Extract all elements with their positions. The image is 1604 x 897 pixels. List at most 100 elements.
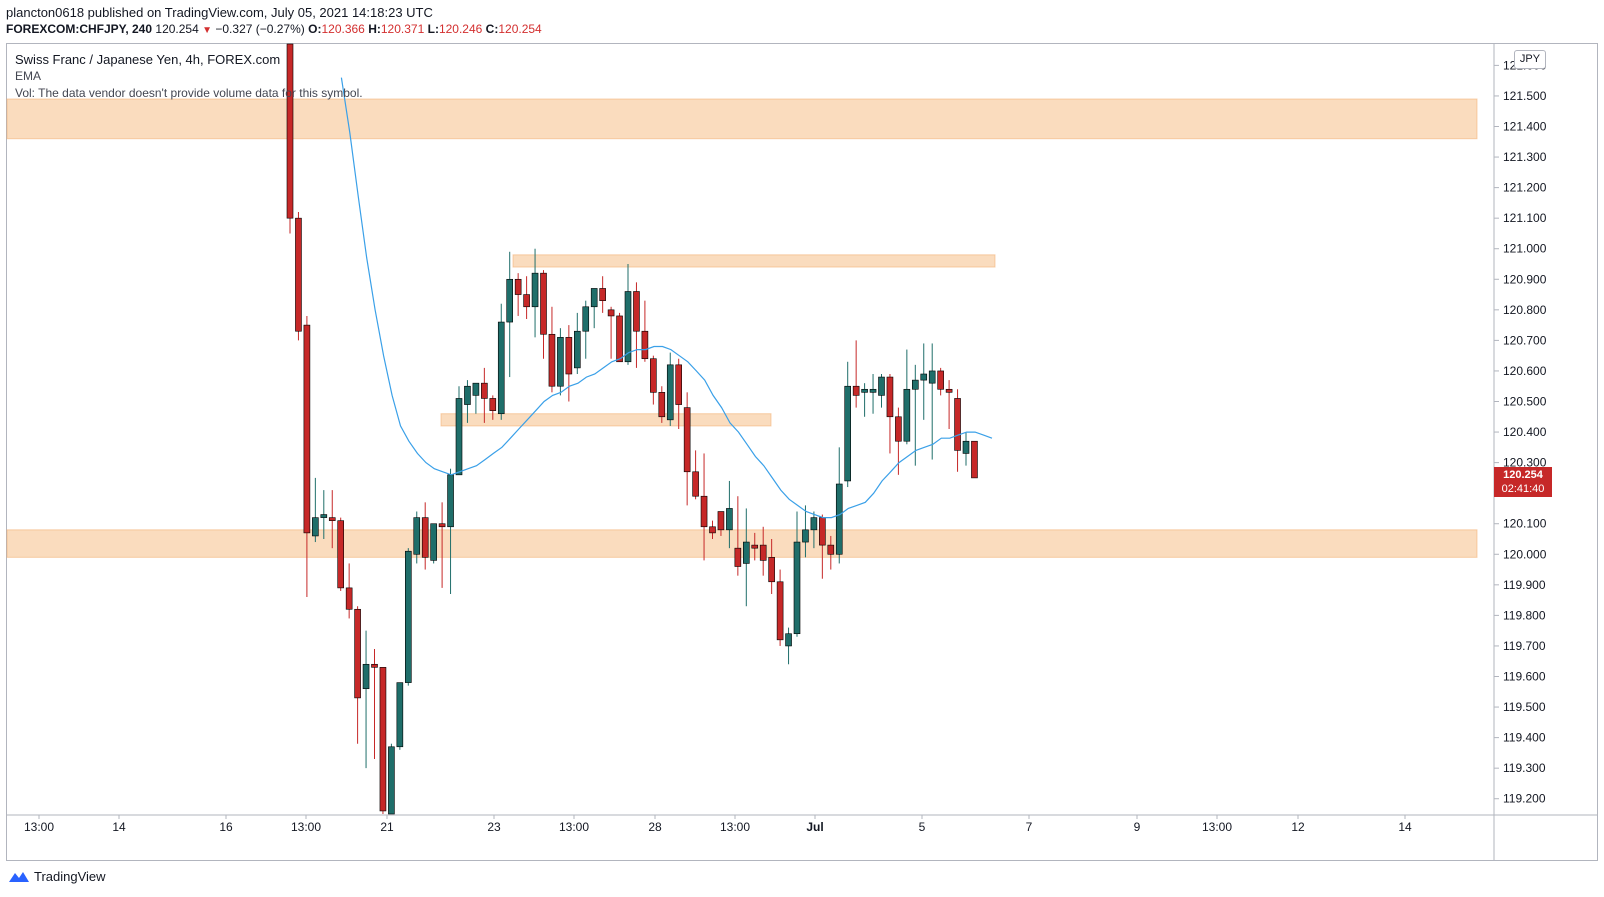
publisher-line: plancton0618 published on TradingView.co… — [6, 5, 433, 20]
candle-up[interactable] — [810, 517, 818, 531]
candle-down[interactable] — [295, 217, 302, 332]
candle-down[interactable] — [438, 523, 446, 528]
legend-indicator[interactable]: EMA — [15, 69, 42, 83]
legend-title[interactable]: Swiss Franc / Japanese Yen, 4h, FOREX.co… — [15, 52, 281, 67]
candle-up[interactable] — [320, 514, 328, 518]
candle-down[interactable] — [548, 333, 556, 387]
candle-up[interactable] — [742, 541, 750, 564]
candle-down[interactable] — [523, 294, 530, 308]
candle-down[interactable] — [895, 416, 902, 442]
candle-down[interactable] — [379, 667, 387, 812]
candle-up[interactable] — [590, 288, 598, 308]
symbol-label[interactable]: FOREXCOM:CHFJPY, 240 — [6, 22, 153, 36]
candle-up[interactable] — [430, 523, 437, 561]
last-price-tag-value: 120.254 — [1503, 469, 1543, 481]
candle-down[interactable] — [565, 337, 573, 375]
candle-down[interactable] — [734, 547, 742, 567]
candle-down[interactable] — [759, 544, 767, 561]
candle-down[interactable] — [937, 370, 944, 390]
candle-down[interactable] — [616, 315, 623, 363]
candle-up[interactable] — [928, 370, 936, 384]
candle-up[interactable] — [624, 291, 632, 363]
candle-down[interactable] — [776, 581, 784, 641]
candle-up[interactable] — [861, 388, 868, 393]
candle-down[interactable] — [709, 526, 716, 534]
candle-down[interactable] — [337, 520, 345, 589]
candle-up[interactable] — [506, 278, 514, 323]
candle-up[interactable] — [726, 508, 733, 531]
candle-up[interactable] — [869, 388, 877, 393]
candle-down[interactable] — [345, 587, 353, 610]
candle-up[interactable] — [878, 376, 885, 396]
candle-down[interactable] — [599, 288, 606, 301]
candle-down[interactable] — [945, 388, 953, 393]
candle-up[interactable] — [903, 388, 911, 442]
candle-down[interactable] — [971, 440, 978, 479]
candle-down[interactable] — [481, 382, 488, 399]
candle-down[interactable] — [751, 544, 759, 549]
candle-down[interactable] — [328, 517, 336, 521]
candle-down[interactable] — [827, 544, 835, 555]
candle-up[interactable] — [472, 382, 480, 396]
candle-up[interactable] — [573, 330, 581, 369]
candle-up[interactable] — [835, 483, 843, 555]
candle-down[interactable] — [540, 272, 547, 335]
candle-up[interactable] — [920, 373, 928, 381]
x-tick-label: 28 — [648, 820, 662, 834]
candle-down[interactable] — [514, 278, 522, 295]
currency-button[interactable]: JPY — [1514, 50, 1546, 69]
candle-countdown: 02:41:40 — [1501, 483, 1545, 495]
candle-down[interactable] — [641, 330, 649, 360]
candle-down[interactable] — [421, 517, 429, 558]
candle-up[interactable] — [455, 398, 463, 476]
candle-up[interactable] — [785, 633, 792, 647]
candle-up[interactable] — [464, 385, 471, 405]
y-tick-label: 120.700 — [1503, 333, 1547, 347]
change-value: −0.327 (−0.27%) — [215, 22, 305, 36]
candle-up[interactable] — [312, 517, 319, 537]
support-resistance-zone[interactable] — [440, 413, 772, 427]
candle-down[interactable] — [607, 309, 615, 317]
support-resistance-zone[interactable] — [6, 529, 1478, 558]
close-value: 120.254 — [498, 22, 542, 36]
candle-up[interactable] — [388, 746, 395, 815]
candle-down[interactable] — [886, 376, 894, 418]
footer-brand[interactable]: TradingView — [8, 869, 106, 884]
candle-up[interactable] — [531, 272, 539, 308]
candle-down[interactable] — [354, 608, 361, 699]
y-tick-label: 121.000 — [1503, 242, 1547, 256]
candle-down[interactable] — [700, 495, 708, 528]
candle-up[interactable] — [396, 682, 404, 748]
candle-down[interactable] — [286, 43, 294, 219]
candle-up[interactable] — [582, 306, 590, 332]
candle-up[interactable] — [666, 364, 674, 421]
candle-down[interactable] — [489, 398, 497, 411]
candle-up[interactable] — [802, 529, 809, 543]
candle-up[interactable] — [793, 541, 801, 635]
candle-up[interactable] — [447, 474, 454, 528]
candle-down[interactable] — [675, 364, 683, 405]
candle-up[interactable] — [911, 379, 919, 390]
candle-down[interactable] — [768, 557, 775, 583]
candle-down[interactable] — [650, 358, 657, 393]
candle-up[interactable] — [404, 550, 412, 683]
candle-down[interactable] — [658, 392, 666, 418]
candle-up[interactable] — [413, 517, 421, 555]
candle-up[interactable] — [557, 337, 564, 387]
support-resistance-zone[interactable] — [512, 254, 996, 268]
candle-down[interactable] — [692, 471, 699, 497]
candle-down[interactable] — [954, 398, 961, 451]
candle-down[interactable] — [371, 663, 378, 668]
candle-down[interactable] — [633, 291, 640, 332]
support-resistance-zone[interactable] — [6, 98, 1478, 140]
candle-up[interactable] — [962, 440, 970, 454]
candle-down[interactable] — [303, 324, 311, 534]
candle-down[interactable] — [717, 511, 725, 531]
candle-down[interactable] — [852, 385, 860, 396]
candle-up[interactable] — [497, 321, 505, 415]
candle-up[interactable] — [362, 663, 370, 690]
candle-down[interactable] — [819, 517, 826, 546]
candle-up[interactable] — [844, 385, 852, 482]
candle-down[interactable] — [683, 407, 691, 473]
